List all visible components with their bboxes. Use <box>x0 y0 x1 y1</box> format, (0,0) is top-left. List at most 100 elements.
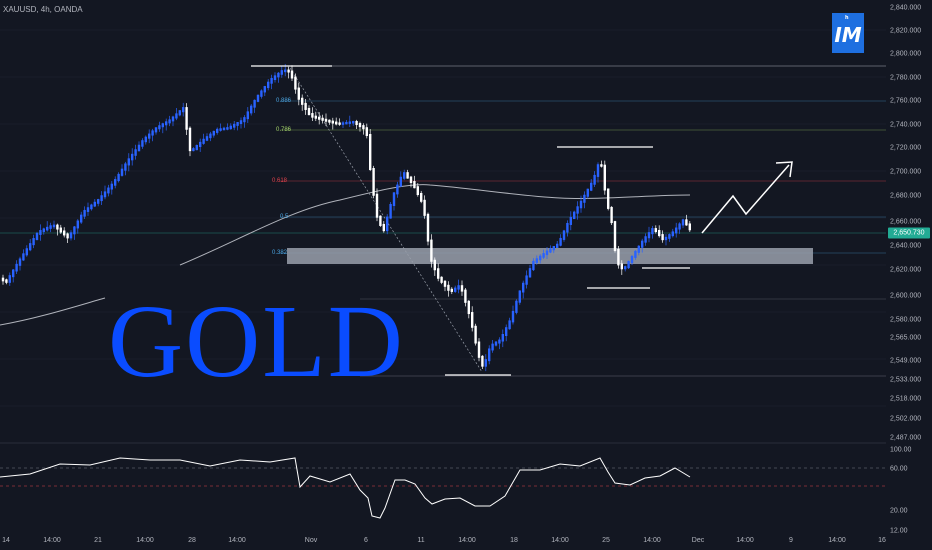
symbol-label[interactable]: XAUUSD, 4h, OANDA <box>3 5 83 14</box>
candle-body <box>175 113 178 119</box>
candle-body <box>389 203 392 219</box>
rsi-panel[interactable] <box>0 442 886 519</box>
candle-body <box>583 194 586 203</box>
candle-body <box>372 168 375 196</box>
candle-body <box>297 87 300 100</box>
candle-body <box>141 140 144 147</box>
candle-body <box>569 217 572 225</box>
fib-level-lines <box>0 65 886 377</box>
price-label: 2,533.000 <box>890 376 922 384</box>
candle-body <box>263 86 266 93</box>
candle-body <box>63 230 66 236</box>
candle-body <box>341 122 345 125</box>
price-label: 2,840.000 <box>890 4 922 12</box>
candle-body <box>212 130 215 136</box>
candle-body <box>151 130 154 136</box>
candle-body <box>423 199 426 216</box>
price-scale[interactable]: 2,840.000 2,820.000 2,800.000 2,780.000 … <box>886 0 932 550</box>
candle-body <box>15 263 18 272</box>
candle-body <box>681 219 685 226</box>
candle-body <box>545 250 549 256</box>
candle-body <box>474 325 477 344</box>
time-label: 14:00 <box>551 537 569 544</box>
fib-label-0886: 0.886 <box>276 98 292 104</box>
candle-body <box>246 111 249 120</box>
candle-body <box>661 234 664 241</box>
candle-body <box>226 127 229 130</box>
candle-body <box>29 243 32 251</box>
price-label: 2,487.000 <box>890 434 922 442</box>
price-label: 2,640.000 <box>890 242 922 250</box>
candle-body <box>195 145 198 151</box>
support-zone[interactable] <box>287 248 813 264</box>
price-label: 2,760.000 <box>890 97 922 105</box>
candle-body <box>355 121 358 126</box>
candle-body <box>331 120 334 124</box>
candle-body <box>620 263 623 270</box>
time-label: 28 <box>188 537 196 544</box>
candle-body <box>576 206 579 214</box>
candle-body <box>294 76 297 90</box>
price-label: 2,518.000 <box>890 395 922 403</box>
candle-body <box>256 94 260 102</box>
candle-body <box>307 107 311 116</box>
candle-body <box>42 228 45 233</box>
candle-body <box>69 232 73 239</box>
candle-body <box>416 186 419 195</box>
candle-body <box>590 182 593 191</box>
candle-body <box>685 219 688 226</box>
candle-body <box>671 231 674 237</box>
candle-body <box>222 127 226 131</box>
candle-body <box>76 220 79 229</box>
current-price-badge: 2,650.730 <box>888 227 930 239</box>
projection-arrow[interactable] <box>701 161 793 234</box>
candle-body <box>668 234 671 239</box>
candle-body <box>86 207 90 212</box>
fib-label-05: 0.5 <box>280 214 289 220</box>
candle-body <box>12 269 15 278</box>
candle-body <box>277 72 280 78</box>
rsi-line <box>0 457 691 519</box>
candle-body <box>100 195 103 202</box>
candle-body <box>617 248 620 266</box>
candle-body <box>8 275 11 283</box>
candle-body <box>573 211 576 220</box>
price-label: 2,800.000 <box>890 50 922 58</box>
candle-body <box>630 255 634 264</box>
candle-body <box>437 268 440 279</box>
candle-body <box>539 255 542 261</box>
candle-body <box>117 173 120 182</box>
grid-lines <box>0 29 886 407</box>
candle-body <box>168 119 171 124</box>
candle-body <box>396 184 399 195</box>
candle-body <box>1 277 5 282</box>
candle-body <box>651 228 654 235</box>
candle-body <box>511 310 515 323</box>
candle-body <box>403 172 406 179</box>
candle-body <box>188 127 192 152</box>
candle-body <box>426 213 430 242</box>
candle-body <box>345 121 348 125</box>
candle-body <box>83 209 86 217</box>
candle-body <box>52 224 56 228</box>
candle-body <box>409 176 413 184</box>
candle-body <box>369 134 372 170</box>
candle-body <box>284 69 287 73</box>
candle-body <box>603 164 606 191</box>
candle-body <box>338 122 341 125</box>
candle-body <box>348 121 351 124</box>
price-label: 2,565.000 <box>890 334 922 342</box>
candle-body <box>318 116 321 120</box>
time-label: Dec <box>691 537 705 544</box>
candle-body <box>607 188 610 209</box>
candle-body <box>399 176 402 187</box>
candle-body <box>124 163 127 171</box>
candle-body <box>18 258 22 266</box>
candle-body <box>253 99 256 108</box>
candle-body <box>471 312 474 328</box>
time-label: 14:00 <box>458 537 476 544</box>
price-label: 2,660.000 <box>890 218 922 226</box>
logo-mini-text: h <box>845 15 849 21</box>
